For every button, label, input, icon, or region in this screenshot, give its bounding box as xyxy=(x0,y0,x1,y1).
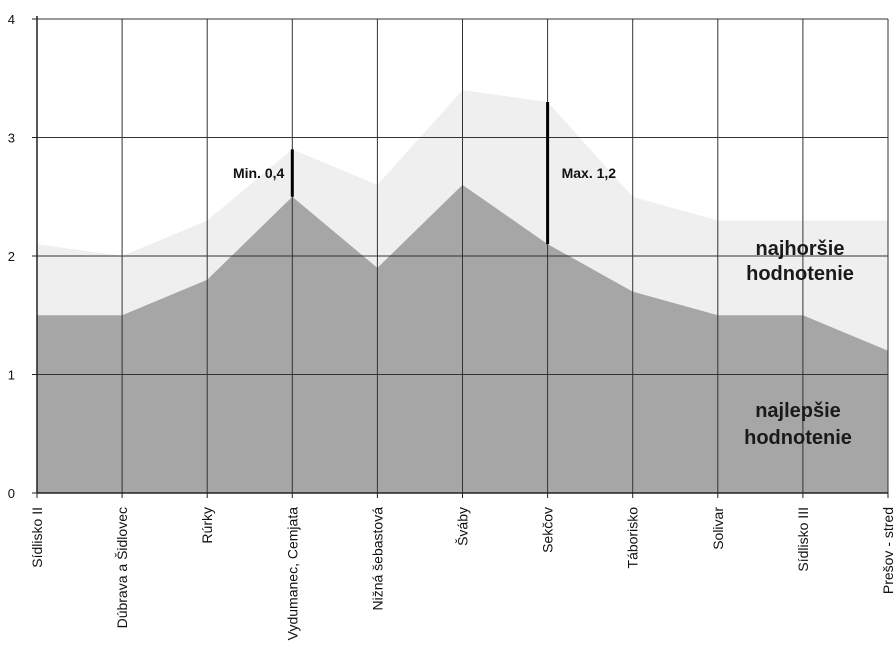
axes-layer: 0 1 2 3 4 Sídlisko II Dúbrava a Šidlovec Rúrky V… xyxy=(8,12,896,640)
x-tick-label-7: Táborisko xyxy=(625,507,641,569)
y-tick-label-2: 2 xyxy=(8,249,15,264)
x-tick-label-10: Prešov - stred xyxy=(880,507,896,594)
worst-label-line1: najhoršie xyxy=(756,238,845,260)
best-label-line2: hodnotenie xyxy=(744,427,852,449)
annotations-layer: Min. 0,4 Max. 1,2 xyxy=(233,101,617,245)
x-tick-label-5: Šváby xyxy=(455,507,471,546)
x-tick-label-1: Dúbrava a Šidlovec xyxy=(114,507,130,628)
y-tick-label-0: 0 xyxy=(8,486,15,501)
grid-layer xyxy=(37,18,889,493)
x-tick-label-6: Sekčov xyxy=(540,507,556,553)
annotation-label-1: Max. 1,2 xyxy=(562,165,617,181)
y-tick-label-3: 3 xyxy=(8,131,15,146)
x-tick-label-9: Sídlisko III xyxy=(795,507,811,572)
x-tick-label-2: Rúrky xyxy=(199,507,215,544)
x-tick-label-3: Vydumanec, Cemjata xyxy=(284,507,300,641)
best-label-line1: najlepšie xyxy=(755,400,841,422)
x-tick-label-0: Sídlisko II xyxy=(29,507,45,568)
annotation-label-0: Min. 0,4 xyxy=(233,165,285,181)
y-tick-label-4: 4 xyxy=(8,12,15,27)
worst-label-line2: hodnotenie xyxy=(746,263,854,285)
area-labels-layer: najhoršie hodnotenie najlepšie hodnoteni… xyxy=(744,238,854,449)
x-tick-label-8: Solivar xyxy=(710,507,726,550)
y-tick-label-1: 1 xyxy=(8,368,15,383)
x-tick-label-4: Nižná šebastová xyxy=(369,507,385,611)
